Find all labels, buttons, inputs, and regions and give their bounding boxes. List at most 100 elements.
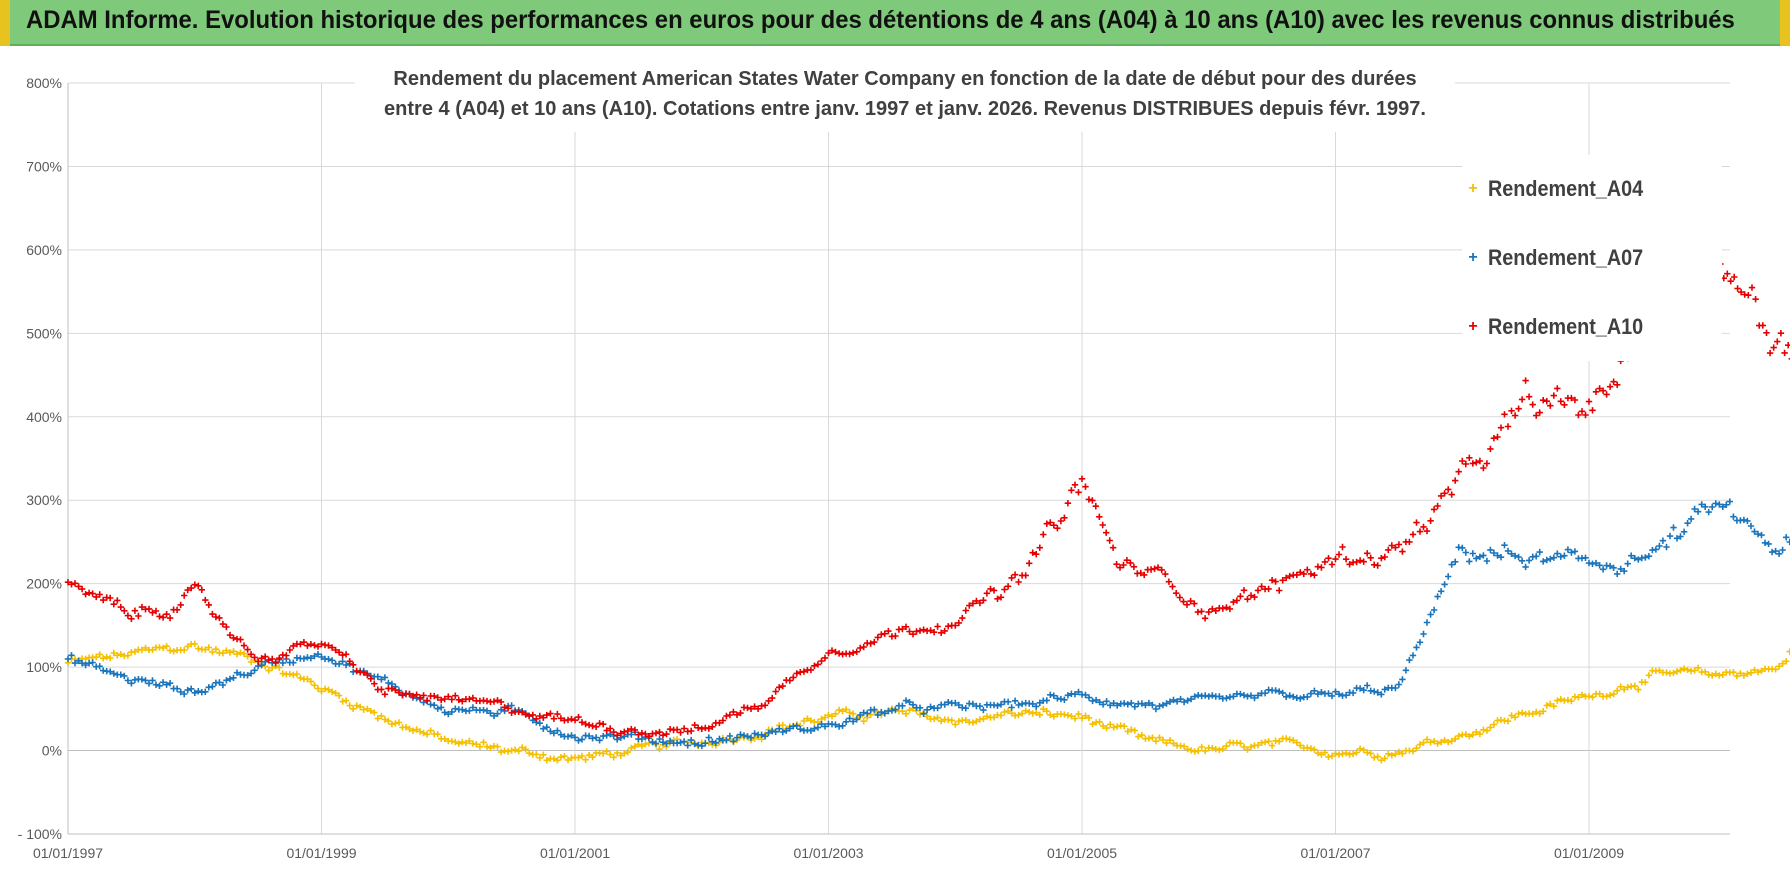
chart-legend: + Rendement_A04 + Rendement_A07 + Rendem… — [1462, 155, 1722, 361]
point-rendement-a04 — [1680, 665, 1688, 672]
point-rendement-a04 — [610, 754, 617, 761]
point-rendement-a04 — [1114, 723, 1121, 730]
point-rendement-a04 — [1568, 697, 1575, 705]
point-rendement-a04 — [385, 717, 392, 725]
point-rendement-a07 — [1177, 695, 1184, 703]
point-rendement-a10 — [283, 652, 290, 659]
point-rendement-a04 — [1374, 753, 1381, 760]
point-rendement-a07 — [1360, 687, 1367, 694]
point-rendement-a10 — [1455, 468, 1462, 475]
point-rendement-a07 — [1011, 697, 1019, 704]
point-rendement-a10 — [1388, 542, 1395, 549]
point-rendement-a07 — [1473, 555, 1480, 562]
point-rendement-a04 — [1409, 748, 1417, 755]
point-rendement-a07 — [166, 680, 174, 687]
point-rendement-a04 — [1677, 667, 1684, 674]
point-rendement-a04 — [561, 752, 568, 760]
point-rendement-a10 — [378, 686, 385, 693]
point-rendement-a10 — [198, 586, 205, 593]
point-rendement-a07 — [138, 676, 146, 683]
point-rendement-a04 — [1747, 669, 1755, 676]
point-rendement-a07 — [469, 704, 477, 711]
point-rendement-a10 — [381, 691, 389, 698]
point-rendement-a10 — [441, 695, 448, 703]
point-rendement-a07 — [1691, 505, 1698, 513]
point-rendement-a10 — [1123, 557, 1131, 564]
point-rendement-a04 — [1128, 726, 1135, 733]
point-rendement-a07 — [1202, 692, 1209, 699]
point-rendement-a07 — [431, 702, 438, 709]
point-rendement-a07 — [1170, 696, 1177, 704]
point-rendement-a10 — [628, 725, 635, 733]
point-rendement-a07 — [68, 652, 75, 659]
point-rendement-a07 — [318, 653, 325, 661]
point-rendement-a04 — [1378, 757, 1385, 764]
point-rendement-a07 — [772, 728, 779, 735]
point-rendement-a04 — [1004, 707, 1012, 715]
point-rendement-a07 — [874, 711, 881, 719]
point-rendement-a10 — [1096, 513, 1103, 520]
point-rendement-a10 — [483, 697, 491, 705]
point-rendement-a04 — [1589, 694, 1596, 701]
point-rendement-a10 — [392, 686, 399, 694]
x-tick-label: 01/01/2001 — [540, 845, 610, 861]
point-rendement-a10 — [254, 658, 262, 665]
point-rendement-a07 — [1666, 532, 1674, 540]
point-rendement-a10 — [1169, 583, 1176, 590]
point-rendement-a10 — [543, 711, 550, 719]
point-rendement-a04 — [1149, 734, 1156, 741]
point-rendement-a10 — [1759, 322, 1766, 329]
point-rendement-a04 — [1719, 671, 1726, 678]
point-rendement-a10 — [600, 721, 607, 728]
point-rendement-a04 — [1371, 754, 1378, 761]
point-rendement-a10 — [290, 642, 297, 650]
point-rendement-a10 — [247, 651, 255, 658]
point-rendement-a07 — [705, 734, 712, 741]
point-rendement-a07 — [849, 718, 857, 725]
point-rendement-a04 — [1508, 712, 1515, 719]
point-rendement-a07 — [1642, 554, 1649, 561]
point-rendement-a10 — [1075, 489, 1082, 496]
point-rendement-a10 — [1785, 342, 1790, 349]
point-rendement-a04 — [226, 649, 234, 656]
point-rendement-a10 — [107, 594, 114, 602]
point-rendement-a10 — [1293, 571, 1300, 579]
point-rendement-a04 — [131, 648, 139, 655]
point-rendement-a04 — [825, 712, 832, 719]
point-rendement-a04 — [170, 648, 177, 655]
point-rendement-a10 — [251, 654, 258, 661]
point-rendement-a07 — [846, 715, 853, 722]
point-rendement-a07 — [1085, 694, 1093, 701]
point-rendement-a10 — [286, 646, 293, 654]
point-rendement-a10 — [1304, 566, 1311, 573]
point-rendement-a10 — [1504, 423, 1512, 430]
point-rendement-a07 — [1335, 691, 1343, 698]
point-rendement-a10 — [733, 711, 741, 718]
point-rendement-a04 — [93, 653, 100, 661]
point-rendement-a04 — [195, 645, 202, 652]
point-rendement-a04 — [497, 748, 505, 756]
point-rendement-a07 — [920, 710, 927, 717]
point-rendement-a07 — [142, 677, 149, 684]
point-rendement-a04 — [617, 752, 624, 759]
point-rendement-a04 — [1145, 735, 1153, 742]
point-rendement-a07 — [1652, 546, 1660, 553]
point-rendement-a04 — [1448, 737, 1455, 745]
point-rendement-a04 — [835, 706, 843, 714]
point-rendement-a10 — [1335, 551, 1343, 558]
point-rendement-a04 — [1712, 670, 1719, 677]
x-tick-label: 01/01/2007 — [1300, 845, 1370, 861]
point-rendement-a10 — [1054, 525, 1061, 532]
point-rendement-a10 — [1116, 564, 1124, 571]
point-rendement-a10 — [1734, 285, 1741, 292]
point-rendement-a07 — [969, 700, 977, 708]
point-rendement-a07 — [786, 725, 793, 732]
point-rendement-a04 — [184, 643, 191, 650]
point-rendement-a07 — [571, 734, 579, 741]
point-rendement-a04 — [1466, 733, 1473, 740]
point-rendement-a07 — [490, 712, 498, 720]
point-rendement-a07 — [117, 671, 124, 678]
point-rendement-a10 — [1001, 586, 1008, 593]
point-rendement-a10 — [680, 725, 688, 732]
point-rendement-a04 — [1469, 731, 1476, 738]
